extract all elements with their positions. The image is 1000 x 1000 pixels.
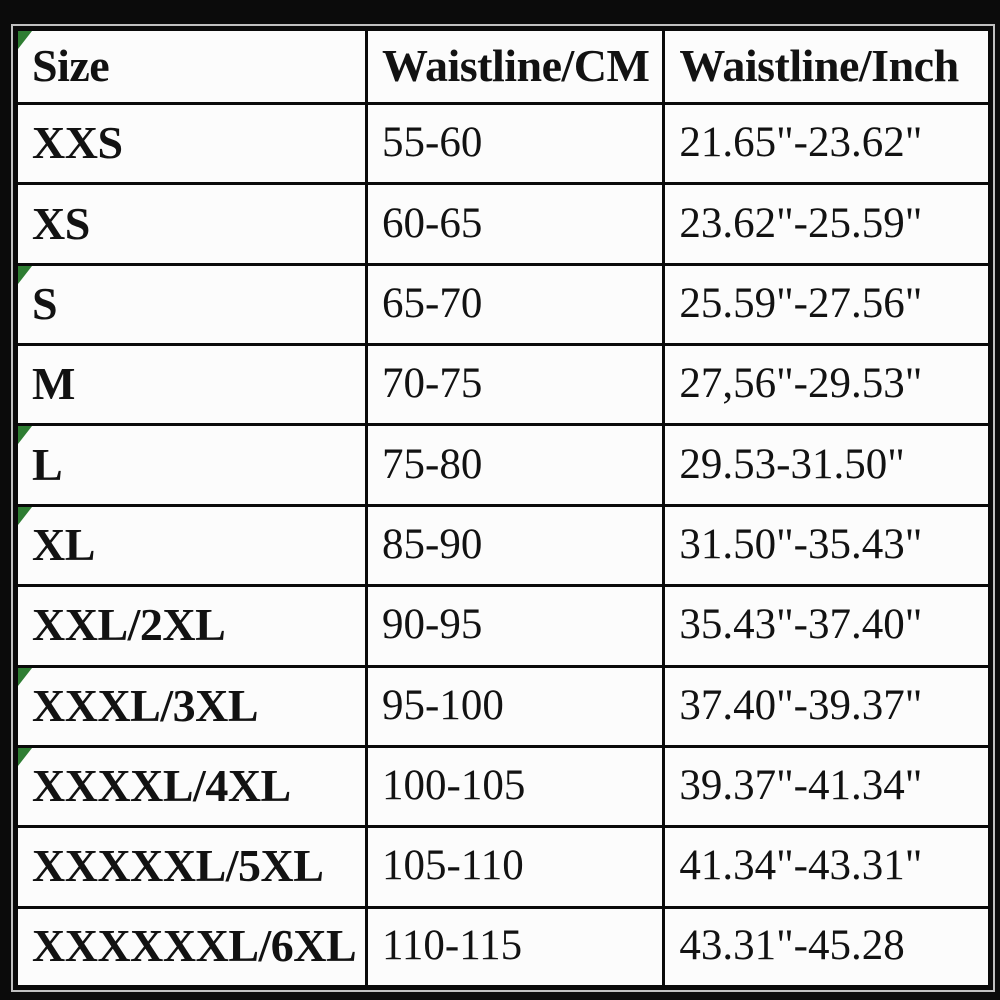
cm-cell: 90-95 <box>364 584 666 668</box>
table-row: XXXXL/4XL 100-105 39.37"-41.34" <box>14 744 992 829</box>
size-label: XL <box>32 518 95 570</box>
inch-cell: 31.50"-35.43" <box>662 503 992 588</box>
inch-cell: 39.37"-41.34" <box>662 744 992 829</box>
size-cell: XXXXL/4XL <box>14 744 368 829</box>
size-label: XXL/2XL <box>32 599 226 651</box>
inch-value: 41.34"-43.31" <box>679 842 923 890</box>
size-label: M <box>32 358 75 410</box>
header-cell-waistline-cm: Waistline/CM <box>364 27 666 105</box>
cm-value: 85-90 <box>382 520 483 568</box>
size-cell: XXXL/3XL <box>14 664 368 748</box>
inch-value: 29.53-31.50" <box>679 440 905 488</box>
cm-cell: 100-105 <box>364 744 666 829</box>
header-cell-waistline-inch: Waistline/Inch <box>662 27 992 105</box>
cell-flag-triangle-icon <box>18 669 32 686</box>
cm-cell: 75-80 <box>364 423 666 507</box>
size-label: L <box>32 438 63 490</box>
table-row: XXXL/3XL 95-100 37.40"-39.37" <box>14 664 992 748</box>
inch-cell: 29.53-31.50" <box>662 423 992 507</box>
cm-value: 95-100 <box>382 681 504 729</box>
table-row: XXXXXXL/6XL 110-115 43.31"-45.28 <box>14 905 992 990</box>
cell-flag-triangle-icon <box>18 31 32 49</box>
header-label-waistline-cm: Waistline/CM <box>382 40 650 91</box>
size-cell: XXXXXXL/6XL <box>14 905 368 990</box>
size-cell: XXXXXL/5XL <box>14 825 368 909</box>
size-chart: Size Waistline/CM Waistline/Inch XXS 55-… <box>13 26 993 990</box>
cm-value: 90-95 <box>382 601 483 649</box>
cm-value: 60-65 <box>382 199 483 247</box>
inch-value: 21.65"-23.62" <box>679 119 923 167</box>
size-chart-body: XXS 55-60 21.65"-23.62" XS 60-65 23.62"-… <box>14 101 992 990</box>
cm-cell: 85-90 <box>364 503 666 588</box>
cell-flag-triangle-icon <box>18 749 32 766</box>
cm-value: 70-75 <box>382 360 483 408</box>
size-cell: M <box>14 343 368 427</box>
inch-value: 37.40"-39.37" <box>679 681 923 729</box>
size-cell: XS <box>14 182 368 266</box>
inch-value: 43.31"-45.28 <box>679 922 905 970</box>
size-label: XXXL/3XL <box>32 679 259 731</box>
cm-cell: 65-70 <box>364 262 666 347</box>
header-row: Size Waistline/CM Waistline/Inch <box>14 27 992 105</box>
inch-value: 35.43"-37.40" <box>679 601 923 649</box>
size-cell: L <box>14 423 368 507</box>
table-row: M 70-75 27,56"-29.53" <box>14 343 992 427</box>
header-label-waistline-inch: Waistline/Inch <box>679 40 959 91</box>
cm-value: 75-80 <box>382 440 483 488</box>
size-cell: XL <box>14 503 368 588</box>
inch-cell: 41.34"-43.31" <box>662 825 992 909</box>
size-label: XXXXL/4XL <box>32 760 291 812</box>
cm-value: 105-110 <box>382 842 524 890</box>
size-label: S <box>32 277 58 329</box>
table-row: L 75-80 29.53-31.50" <box>14 423 992 507</box>
table-row: XL 85-90 31.50"-35.43" <box>14 503 992 588</box>
size-cell: S <box>14 262 368 347</box>
cell-flag-triangle-icon <box>18 427 32 445</box>
cm-cell: 60-65 <box>364 182 666 266</box>
inch-value: 27,56"-29.53" <box>679 360 923 408</box>
table-row: XXXXXL/5XL 105-110 41.34"-43.31" <box>14 825 992 909</box>
header-label-size: Size <box>32 40 110 91</box>
inch-cell: 23.62"-25.59" <box>662 182 992 266</box>
inch-cell: 27,56"-29.53" <box>662 343 992 427</box>
size-label: XXS <box>32 117 123 169</box>
inch-value: 23.62"-25.59" <box>679 199 923 247</box>
size-cell: XXL/2XL <box>14 584 368 668</box>
table-row: XXL/2XL 90-95 35.43"-37.40" <box>14 584 992 668</box>
size-label: XXXXXL/5XL <box>32 840 324 892</box>
cm-cell: 95-100 <box>364 664 666 748</box>
size-chart-table: Size Waistline/CM Waistline/Inch XXS 55-… <box>13 26 993 990</box>
size-label: XS <box>32 197 90 249</box>
table-row: S 65-70 25.59"-27.56" <box>14 262 992 347</box>
cm-cell: 105-110 <box>364 825 666 909</box>
table-row: XS 60-65 23.62"-25.59" <box>14 182 992 266</box>
size-cell: XXS <box>14 101 368 186</box>
size-label: XXXXXXL/6XL <box>32 920 357 972</box>
cm-value: 100-105 <box>382 762 526 810</box>
cm-value: 55-60 <box>382 119 483 167</box>
inch-cell: 37.40"-39.37" <box>662 664 992 748</box>
table-row: XXS 55-60 21.65"-23.62" <box>14 101 992 186</box>
inch-value: 39.37"-41.34" <box>679 762 923 810</box>
header-cell-size: Size <box>14 27 368 105</box>
inch-cell: 25.59"-27.56" <box>662 262 992 347</box>
cm-cell: 70-75 <box>364 343 666 427</box>
size-chart-header: Size Waistline/CM Waistline/Inch <box>14 27 992 105</box>
inch-cell: 35.43"-37.40" <box>662 584 992 668</box>
inch-value: 31.50"-35.43" <box>679 520 923 568</box>
inch-cell: 43.31"-45.28 <box>662 905 992 990</box>
cm-value: 110-115 <box>382 922 523 970</box>
cell-flag-triangle-icon <box>18 267 32 284</box>
cell-flag-triangle-icon <box>18 508 32 525</box>
cm-cell: 55-60 <box>364 101 666 186</box>
inch-value: 25.59"-27.56" <box>679 279 923 327</box>
cm-cell: 110-115 <box>364 905 666 990</box>
cm-value: 65-70 <box>382 279 483 327</box>
inch-cell: 21.65"-23.62" <box>662 101 992 186</box>
